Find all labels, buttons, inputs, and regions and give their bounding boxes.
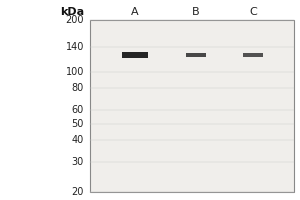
Text: 40: 40: [72, 135, 84, 145]
Text: 30: 30: [72, 157, 84, 167]
Text: C: C: [249, 7, 257, 17]
Text: kDa: kDa: [60, 7, 84, 17]
Text: 80: 80: [72, 83, 84, 93]
Text: 200: 200: [65, 15, 84, 25]
Text: B: B: [192, 7, 200, 17]
Text: 100: 100: [66, 67, 84, 77]
Text: 60: 60: [72, 105, 84, 115]
Bar: [186, 53, 206, 57]
Bar: [90, 20, 294, 192]
Text: 20: 20: [72, 187, 84, 197]
Text: 50: 50: [72, 119, 84, 129]
Bar: [243, 53, 263, 57]
Text: A: A: [131, 7, 139, 17]
Text: 140: 140: [66, 42, 84, 52]
Bar: [122, 52, 148, 58]
